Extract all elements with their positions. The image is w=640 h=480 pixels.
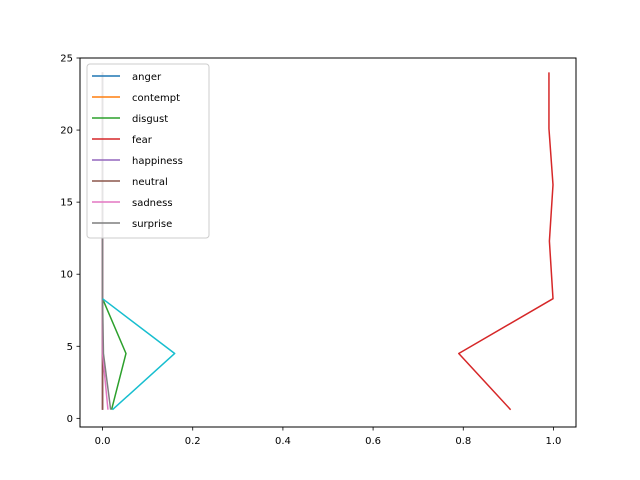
series-line-series-8 (102, 298, 176, 411)
y-tick-label: 0 (67, 414, 73, 425)
y-tick-label: 25 (60, 54, 73, 65)
plot-frame (79, 57, 577, 428)
y-tick-label: 5 (67, 342, 73, 353)
x-tick-label: 0.6 (365, 436, 381, 447)
x-tick-label: 0.0 (95, 436, 111, 447)
y-tick-label: 20 (60, 126, 73, 137)
x-tick-label: 0.8 (455, 436, 471, 447)
legend: anger contempt disgust fear happiness neutral… (86, 63, 210, 239)
x-tick-label: 1.0 (546, 436, 562, 447)
x-tick-label: 0.2 (185, 436, 201, 447)
legend-label-surprise: surprise (132, 219, 172, 230)
legend-label-neutral: neutral (132, 177, 168, 188)
legend-label-fear: fear (132, 135, 153, 146)
x-tick-label: 0.4 (275, 436, 291, 447)
legend-label-disgust: disgust (132, 114, 168, 125)
y-tick-label: 15 (60, 198, 73, 209)
y-axis: 0 5 10 15 20 25 (60, 54, 80, 425)
legend-label-contempt: contempt (132, 93, 180, 104)
y-tick-label: 10 (60, 270, 73, 281)
legend-label-sadness: sadness (132, 198, 173, 209)
legend-label-anger: anger (132, 72, 162, 83)
legend-box (86, 63, 210, 239)
x-axis: 0.0 0.2 0.4 0.6 0.8 1.0 (95, 427, 562, 447)
legend-label-happiness: happiness (132, 156, 183, 167)
series-line-fear (458, 72, 554, 411)
